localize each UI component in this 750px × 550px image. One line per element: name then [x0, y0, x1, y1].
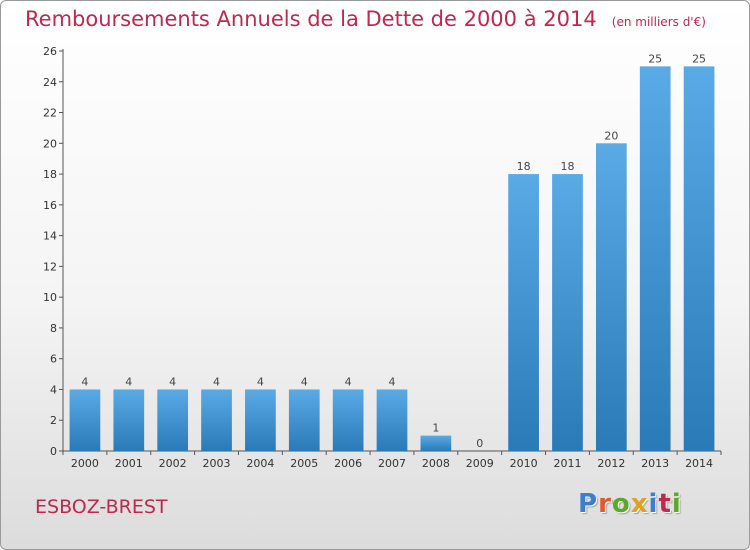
data-label-2011: 18 — [560, 160, 574, 173]
bar-2008[interactable] — [420, 435, 452, 451]
bar-2011[interactable] — [552, 174, 583, 452]
bar-2002[interactable] — [157, 389, 189, 451]
bar-2010[interactable] — [508, 174, 539, 452]
y-tick-label: 24 — [43, 76, 57, 89]
y-tick-label: 26 — [43, 45, 57, 58]
data-label-2005: 4 — [301, 375, 308, 388]
data-label-2001: 4 — [125, 375, 132, 388]
x-tick-label: 2008 — [422, 457, 450, 470]
data-label-2013: 25 — [648, 52, 662, 65]
bar-2012[interactable] — [595, 143, 627, 452]
bar-2007[interactable] — [376, 389, 408, 451]
y-tick-label: 18 — [43, 168, 57, 181]
data-label-2014: 25 — [692, 52, 706, 65]
data-label-2008: 1 — [432, 422, 439, 435]
x-tick-label: 2002 — [159, 457, 187, 470]
x-tick-label: 2006 — [334, 457, 362, 470]
chart-title: Remboursements Annuels de la Dette de 20… — [25, 7, 597, 31]
y-tick-label: 2 — [50, 414, 57, 427]
data-label-2004: 4 — [257, 375, 264, 388]
x-tick-label: 2001 — [115, 457, 143, 470]
logo-letter: i — [648, 489, 659, 519]
logo-letter: i — [671, 489, 682, 519]
logo-letter: r — [598, 489, 612, 519]
y-tick-label: 12 — [43, 260, 57, 273]
x-axis: 2000 2001 2002 2003 2004 2005 2006 2007 2008 2009… — [62, 450, 722, 470]
x-tick-label: 2011 — [553, 457, 581, 470]
bar-2006[interactable] — [332, 389, 364, 451]
x-tick-label: 2007 — [378, 457, 406, 470]
x-tick-label: 2010 — [510, 457, 538, 470]
y-tick-label: 20 — [43, 137, 57, 150]
data-label-2007: 4 — [389, 375, 396, 388]
bar-2003[interactable] — [201, 389, 232, 451]
x-tick-label: 2004 — [246, 457, 274, 470]
x-tick-label: 2000 — [71, 457, 99, 470]
bar-2005[interactable] — [288, 389, 320, 451]
x-tick-label: 2009 — [466, 457, 494, 470]
y-tick-label: 16 — [43, 199, 57, 212]
x-tick-label: 2003 — [203, 457, 231, 470]
y-tick-label: 8 — [50, 322, 57, 335]
logo-letter: P — [578, 489, 599, 519]
y-tick-label: 0 — [50, 445, 57, 458]
bar-2004[interactable] — [245, 389, 276, 451]
data-label-2012: 20 — [604, 129, 618, 142]
logo-letter: x — [630, 489, 649, 519]
data-label-2006: 4 — [345, 375, 352, 388]
data-label-2000: 4 — [81, 375, 88, 388]
y-tick-label: 14 — [43, 230, 57, 243]
logo-letter: t — [658, 489, 672, 519]
data-label-2003: 4 — [213, 375, 220, 388]
bar-2014[interactable] — [683, 66, 715, 451]
bar-2001[interactable] — [113, 389, 145, 451]
title-row: Remboursements Annuels de la Dette de 20… — [25, 7, 706, 31]
y-tick-label: 6 — [50, 353, 57, 366]
x-tick-label: 2012 — [597, 457, 625, 470]
bar-2000[interactable] — [69, 389, 101, 451]
bars — [69, 66, 715, 452]
y-tick-label: 10 — [43, 291, 57, 304]
data-labels: 4 4 4 4 4 4 4 4 1 0 18 18 20 25 25 — [81, 52, 706, 450]
x-tick-label: 2005 — [290, 457, 318, 470]
chart-subtitle: (en milliers d'€) — [611, 15, 706, 29]
data-label-2009: 0 — [476, 437, 483, 450]
data-label-2010: 18 — [517, 160, 531, 173]
city-name: ESBOZ-BREST — [35, 496, 168, 518]
logo-letter: o — [611, 489, 631, 519]
x-tick-label: 2013 — [641, 457, 669, 470]
proxiti-logo[interactable]: Proxiti — [578, 489, 682, 519]
x-tick-label: 2014 — [685, 457, 713, 470]
data-label-2002: 4 — [169, 375, 176, 388]
y-tick-label: 22 — [43, 107, 57, 120]
y-tick-label: 4 — [50, 383, 57, 396]
bar-2013[interactable] — [639, 66, 671, 451]
